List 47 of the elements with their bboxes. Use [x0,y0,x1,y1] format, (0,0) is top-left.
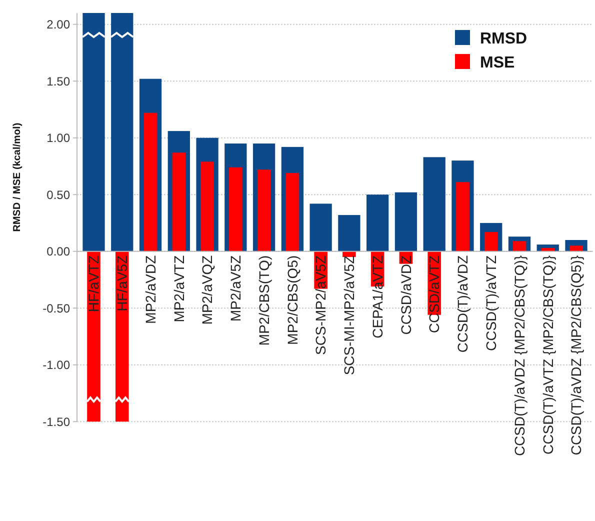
legend-label: MSE [480,54,515,72]
x-tick-label: SCS-MP2/aV5Z [312,254,329,355]
bar [310,204,332,252]
bar [366,194,389,252]
y-axis-title: RMSD / MSE (kcal/mol) [12,122,23,232]
x-tick-label: MP2/aVTZ [170,254,187,322]
bar [82,13,105,252]
bar [484,232,498,252]
x-tick-label: CCSD(T)/aVDZ [454,254,471,353]
bar [144,112,158,252]
x-tick-label: HF/aVTZ [86,254,102,312]
bar [257,170,271,252]
bar [541,248,555,252]
x-tick-label: CCSD(T)/aVTZ [483,254,500,352]
y-tick-label: 1.00 [46,131,70,146]
bar [338,215,360,252]
x-tick-label: CEPA1/aVTZ [369,254,386,338]
y-tick-label: 2.00 [46,18,70,32]
y-tick-label: 0.00 [46,244,70,259]
y-tick-label: -0.50 [42,301,70,316]
x-tick-label: SCS-MI-MP2/aV5Z [341,254,358,376]
x-tick-label: CCSD/aVDZ [398,254,414,335]
bar [512,241,526,252]
x-tick-label: MP2/aVDZ [142,254,158,324]
legend-label: RMSD [480,30,528,48]
x-tick-label: CCSD/aVTZ [426,254,442,334]
bar [286,173,300,252]
bar [229,167,242,252]
bar [394,192,418,252]
x-tick-label: HF/aV5Z [114,254,130,312]
bar [456,182,470,252]
x-tick-label: CCSD(T)/aVDZ {MP2/CBS(Q5)} [568,255,584,456]
x-tick-label: CCSD(T)/aVDZ {MP2/CBS(TQ)} [511,255,528,456]
bar [423,157,446,252]
bar [111,13,134,252]
bar [570,246,583,252]
y-tick-label: 0.50 [46,188,70,202]
x-tick-label: CCSD(T)/aVTZ {MP2/CBS(TQ)} [540,255,556,454]
y-tick-label: -1.00 [42,358,70,372]
x-tick-label: MP2/CBS(Q5) [284,255,300,345]
y-tick-label: -1.50 [42,414,70,429]
x-tick-label: MP2/CBS(TQ) [256,255,272,346]
bar [200,162,214,252]
bar [172,152,186,252]
x-tick-label: MP2/aV5Z [228,254,244,322]
y-tick-label: 1.50 [46,74,70,88]
x-tick-label: MP2/aVQZ [199,254,216,325]
